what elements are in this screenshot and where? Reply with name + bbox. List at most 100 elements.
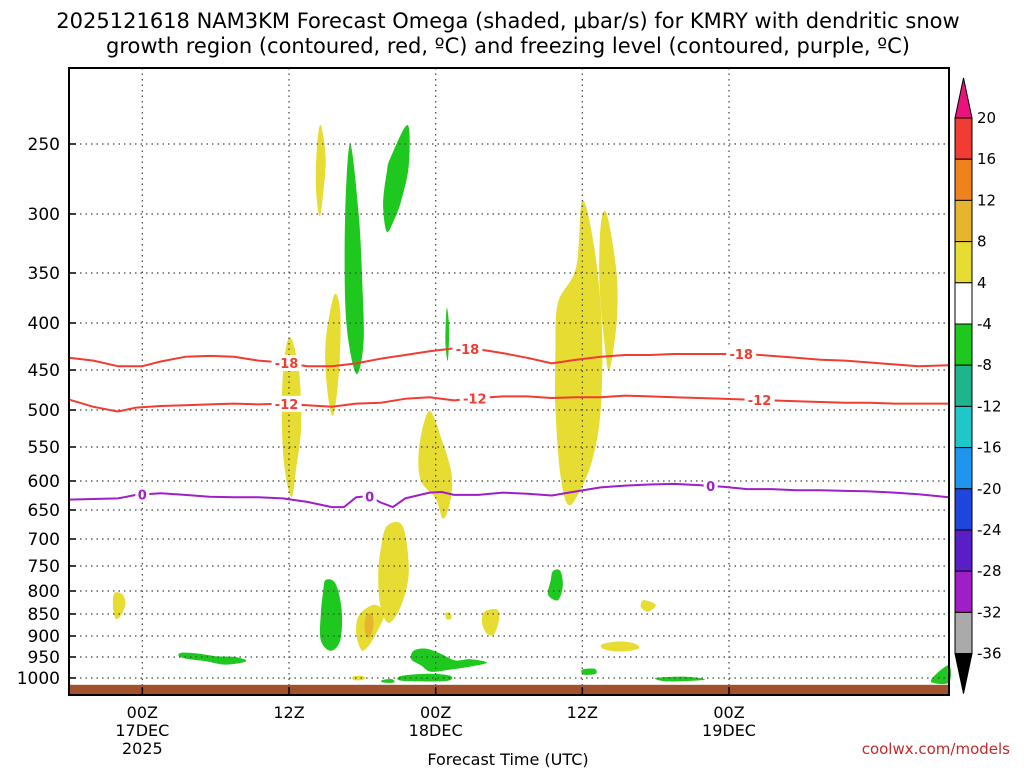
- omega-region-11: [600, 641, 640, 652]
- omega-region-23: [581, 668, 597, 675]
- omega-region-2: [315, 124, 326, 217]
- colorbar-label-5: -4: [977, 315, 992, 333]
- contour-zero: [68, 482, 950, 509]
- y-tick-label-15: 1000: [17, 669, 60, 689]
- y-tick-label-13: 900: [28, 627, 60, 647]
- colorbar-label-2: 12: [977, 191, 996, 209]
- omega-region-7: [481, 608, 500, 636]
- colorbar-box-5: [954, 282, 973, 325]
- y-tick-label-4: 450: [28, 361, 60, 381]
- y-tick-label-7: 600: [28, 472, 60, 492]
- omega-region-17: [445, 307, 450, 361]
- omega-region-15: [344, 144, 364, 375]
- omega-region-19: [547, 569, 563, 601]
- contour-label-minus-18-0: -18: [275, 357, 299, 372]
- colorbar: 20 16 12 8 4 -4 -8 -12 -16 -20 -24 -28 -32 -36: [954, 77, 1002, 694]
- y-tick-label-8: 650: [28, 501, 60, 521]
- omega-region-13: [352, 675, 366, 681]
- omega-region-0: [112, 592, 126, 620]
- contour-label-zero-2: 0: [706, 480, 715, 495]
- omega-region-12: [640, 600, 656, 612]
- omega-region-10: [599, 210, 618, 371]
- omega-region-22: [397, 673, 453, 682]
- pressure-axis: 2503003504004505005506006507007508008509…: [17, 135, 76, 689]
- x-tick-label-1-0: 12Z: [273, 703, 304, 722]
- plot-frame: [68, 67, 950, 696]
- x-tick-label-4-0: 00Z: [713, 703, 744, 722]
- omega-region-16: [383, 124, 410, 233]
- omega-region-9: [554, 199, 603, 506]
- colorbar-box-9: [954, 447, 973, 490]
- colorbar-box-3: [954, 199, 973, 243]
- colorbar-label-12: -32: [977, 603, 1002, 621]
- contour-label-bg-minus-12-1: [459, 390, 490, 407]
- colorbar-box-8: [954, 405, 973, 449]
- x-tick-label-4-1: 19DEC: [702, 721, 756, 740]
- colorbar-label-0: 20: [977, 109, 996, 127]
- contour-label-bg-minus-18-0: [271, 355, 302, 372]
- x-tick-label-0-0: 00Z: [127, 703, 158, 722]
- y-tick-label-2: 350: [28, 264, 60, 284]
- omega-region-3: [325, 293, 341, 417]
- y-tick-label-6: 550: [28, 438, 60, 458]
- contour-label-bg-zero-0: [135, 486, 150, 503]
- colorbar-box-2: [954, 158, 973, 201]
- credit-text: coolwx.com/models: [862, 740, 1010, 758]
- contour-label-zero-0: 0: [138, 488, 147, 503]
- y-tick-label-9: 700: [28, 530, 60, 550]
- contour-label-minus-18-2: -18: [729, 348, 753, 363]
- y-tick-label-5: 500: [28, 401, 60, 421]
- contour-label-bg-zero-2: [703, 477, 718, 494]
- omega-region-14: [364, 613, 374, 639]
- chart-title-line-1: 2025121618 NAM3KM Forecast Omega (shaded…: [56, 9, 959, 33]
- grid-lines: [69, 68, 949, 695]
- contour-label-bg-minus-12-2: [744, 392, 775, 408]
- colorbar-label-9: -20: [977, 480, 1002, 498]
- y-tick-label-11: 800: [28, 582, 60, 602]
- y-tick-label-1: 300: [28, 205, 60, 225]
- x-axis-label: Forecast Time (UTC): [427, 750, 588, 768]
- colorbar-box-1: [954, 117, 973, 160]
- omega-region-18: [319, 579, 343, 651]
- y-tick-label-0: 250: [28, 135, 60, 155]
- temperature-contours: -18 -18 -18 -12 -12 -12 0 0 0: [68, 340, 950, 509]
- colorbar-label-13: -36: [977, 645, 1002, 663]
- colorbar-label-10: -24: [977, 521, 1002, 539]
- contour-minus-12: [68, 394, 949, 413]
- colorbar-label-6: -8: [977, 356, 992, 374]
- x-tick-label-0-1: 17DEC: [115, 721, 169, 740]
- contour-label-zero-1: 0: [365, 491, 374, 506]
- ground-layer: [69, 684, 949, 695]
- colorbar-label-7: -12: [977, 397, 1002, 415]
- colorbar-box-10: [954, 488, 973, 531]
- contour-label-minus-12-1: -12: [463, 392, 487, 407]
- y-tick-label-10: 750: [28, 557, 60, 577]
- colorbar-label-3: 8: [977, 233, 987, 251]
- colorbar-box-7: [954, 364, 973, 407]
- x-tick-label-0-2: 2025: [122, 739, 163, 758]
- colorbar-label-8: -16: [977, 439, 1002, 457]
- contour-label-bg-zero-1: [362, 488, 377, 505]
- x-tick-label-3-0: 12Z: [567, 703, 598, 722]
- omega-region-24: [654, 676, 706, 682]
- omega-region-26: [381, 679, 395, 683]
- colorbar-box-13: [954, 611, 973, 655]
- omega-region-1: [281, 336, 302, 498]
- colorbar-label-11: -28: [977, 562, 1002, 580]
- omega-region-5: [378, 521, 409, 623]
- contour-label-minus-18-1: -18: [456, 343, 480, 358]
- omega-region-21: [410, 648, 488, 672]
- omega-region-20: [178, 652, 247, 665]
- colorbar-arrow-top: [954, 77, 973, 119]
- colorbar-box-11: [954, 529, 973, 572]
- x-tick-label-2-1: 18DEC: [409, 721, 463, 740]
- colorbar-box-6: [954, 323, 973, 366]
- colorbar-box-4: [954, 241, 973, 284]
- colorbar-arrow-bottom: [954, 653, 973, 694]
- contour-minus-18: [68, 347, 950, 368]
- y-tick-label-14: 950: [28, 648, 60, 668]
- omega-region-25: [930, 665, 951, 685]
- contour-label-bg-minus-12-0: [271, 395, 302, 412]
- x-tick-label-2-0: 00Z: [420, 703, 451, 722]
